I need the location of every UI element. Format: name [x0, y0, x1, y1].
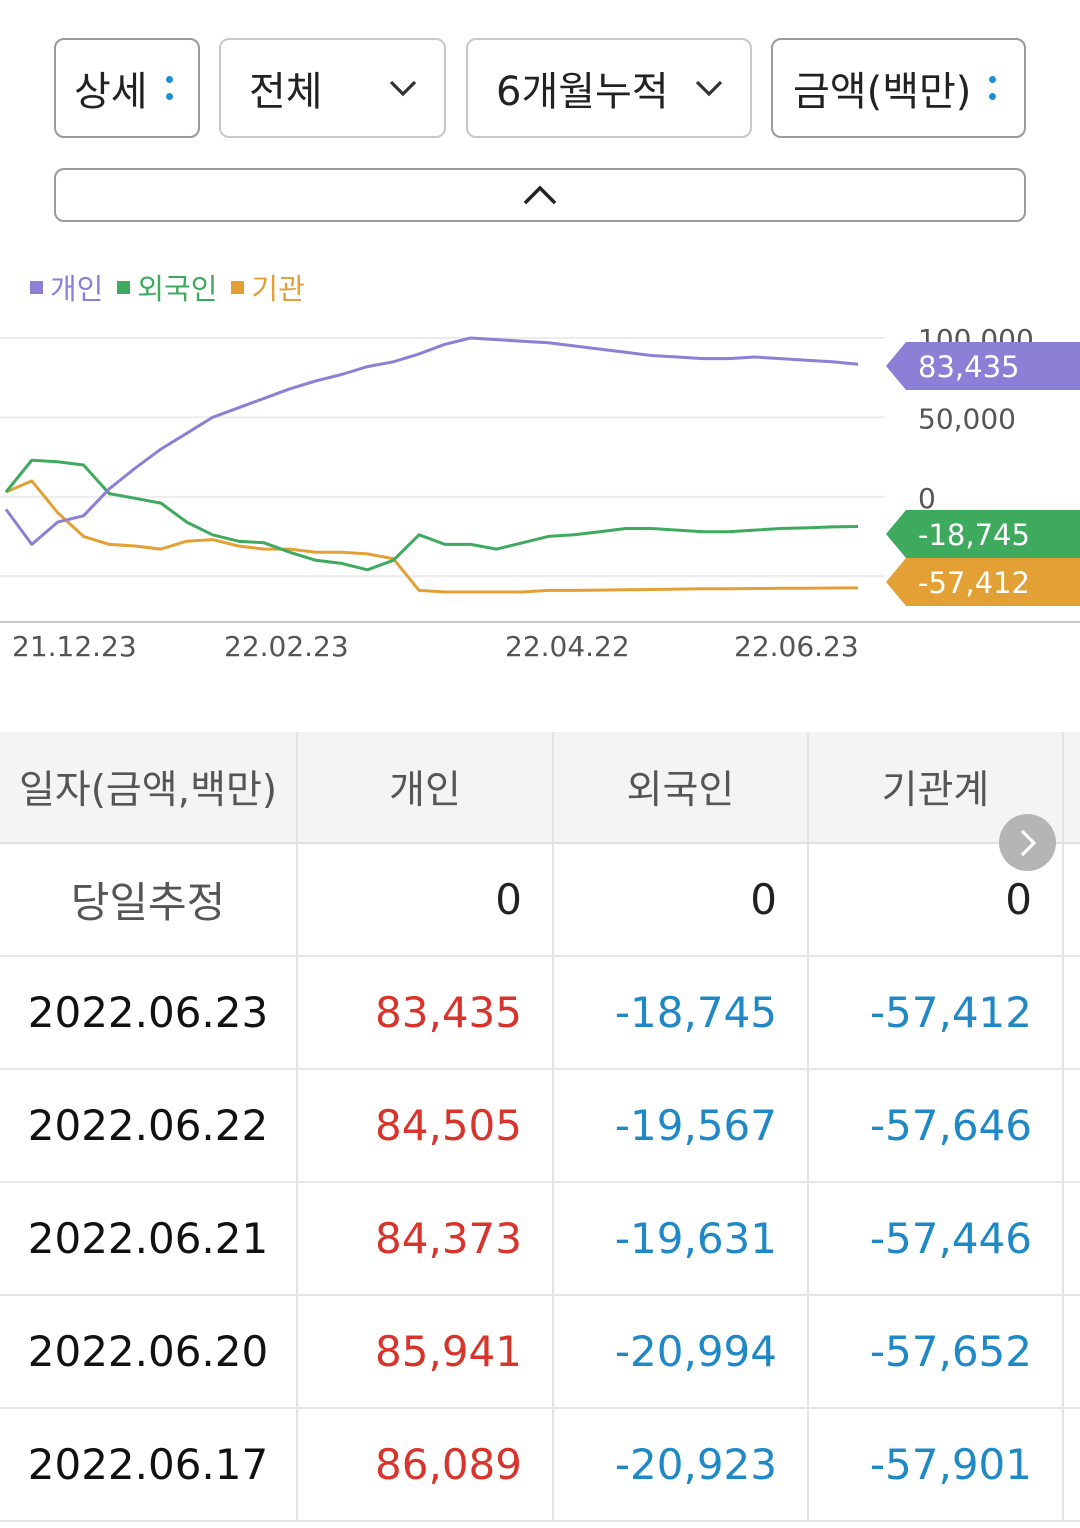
- cell-individual: 0: [298, 844, 554, 955]
- cell-overflow: [1064, 1409, 1080, 1520]
- last-value-badge: [886, 510, 1080, 558]
- legend-swatch: [231, 280, 245, 294]
- legend-swatch: [117, 280, 131, 294]
- header-individual: 개인: [298, 732, 554, 842]
- series-line-foreign: [4, 458, 859, 572]
- legend-label: 외국인: [137, 272, 218, 306]
- cell-overflow: [1064, 1183, 1080, 1294]
- cell-overflow: [1064, 844, 1080, 955]
- last-value-label: 83,435: [918, 350, 1019, 384]
- cell-date: 2022.06.20: [0, 1296, 298, 1407]
- more-vertical-icon: [989, 76, 997, 100]
- cell-date: 2022.06.22: [0, 1070, 298, 1181]
- cell-foreign: 0: [554, 844, 809, 955]
- detail-menu-label: 상세: [74, 69, 148, 115]
- legend-label: 개인: [50, 272, 104, 306]
- cell-foreign: -20,923: [554, 1409, 809, 1520]
- x-tick-label: 22.02.23: [224, 630, 349, 663]
- cell-individual: 84,373: [298, 1183, 554, 1294]
- cell-institution: -57,446: [809, 1183, 1064, 1294]
- x-tick-label: 21.12.23: [12, 630, 137, 663]
- x-tick-label: 22.06.23: [734, 630, 859, 663]
- scope-dropdown-label: 전체: [249, 69, 323, 115]
- cell-date: 2022.06.23: [0, 957, 298, 1068]
- chart-legend: 개인 외국인 기관: [30, 266, 305, 308]
- x-tick-label: 22.04.22: [505, 630, 630, 663]
- cell-foreign: -20,994: [554, 1296, 809, 1407]
- cell-individual: 84,505: [298, 1070, 554, 1181]
- last-value-label: -57,412: [918, 566, 1030, 600]
- table-row: 2022.06.20 85,941 -20,994 -57,652: [0, 1296, 1080, 1409]
- cell-institution: -57,652: [809, 1296, 1064, 1407]
- series-line-institution: [5, 479, 859, 594]
- unit-menu-label: 금액(백만): [793, 69, 972, 115]
- last-value-badge: [886, 342, 1080, 390]
- cell-overflow: [1064, 1296, 1080, 1407]
- header-overflow: [1064, 732, 1080, 842]
- more-vertical-icon: [165, 76, 173, 100]
- y-tick-label: 0: [918, 482, 936, 515]
- collapse-chart-button[interactable]: [54, 168, 1026, 222]
- cell-foreign: -19,567: [554, 1070, 809, 1181]
- cell-date: 2022.06.21: [0, 1183, 298, 1294]
- cell-overflow: [1064, 1070, 1080, 1181]
- last-value-badge: [886, 558, 1080, 606]
- cell-foreign: -19,631: [554, 1183, 809, 1294]
- table-row: 2022.06.17 86,089 -20,923 -57,901: [0, 1409, 1080, 1522]
- legend-item-individual: 개인: [30, 266, 103, 308]
- detail-menu-button[interactable]: 상세: [54, 38, 200, 138]
- table-row: 2022.06.23 83,435 -18,745 -57,412: [0, 957, 1080, 1070]
- chevron-right-icon: [1020, 829, 1036, 856]
- cell-institution: -57,412: [809, 957, 1064, 1068]
- filter-bar: 상세 전체 6개월누적 금액(백만): [54, 38, 1026, 138]
- chevron-up-icon: [523, 185, 557, 205]
- cell-institution: 0: [809, 844, 1064, 955]
- chevron-down-icon: [389, 80, 417, 97]
- cell-institution: -57,646: [809, 1070, 1064, 1181]
- cell-foreign: -18,745: [554, 957, 809, 1068]
- scope-dropdown[interactable]: 전체: [219, 38, 446, 138]
- cell-institution: -57,901: [809, 1409, 1064, 1520]
- cell-date: 당일추정: [0, 844, 298, 955]
- legend-item-institution: 기관: [231, 266, 305, 308]
- legend-swatch: [30, 280, 43, 294]
- y-tick-label: 50,000: [918, 402, 1016, 435]
- cell-individual: 83,435: [298, 957, 554, 1068]
- table-row: 2022.06.21 84,373 -19,631 -57,446: [0, 1183, 1080, 1296]
- header-date: 일자(금액,백만): [0, 732, 298, 842]
- legend-item-foreign: 외국인: [117, 266, 217, 308]
- period-dropdown[interactable]: 6개월누적: [466, 38, 752, 138]
- chevron-down-icon: [695, 80, 723, 97]
- cell-individual: 86,089: [298, 1409, 554, 1520]
- header-foreign: 외국인: [554, 732, 809, 842]
- scroll-right-button[interactable]: [999, 814, 1056, 871]
- header-institution: 기관계: [809, 732, 1064, 842]
- series-line-individual: [4, 336, 859, 546]
- period-dropdown-label: 6개월누적: [496, 69, 669, 115]
- last-value-label: -18,745: [918, 518, 1030, 552]
- table-row-estimate: 당일추정 0 0 0: [0, 844, 1080, 957]
- table-row: 2022.06.22 84,505 -19,567 -57,646: [0, 1070, 1080, 1183]
- unit-menu-button[interactable]: 금액(백만): [771, 38, 1026, 138]
- cell-individual: 85,941: [298, 1296, 554, 1407]
- cell-overflow: [1064, 957, 1080, 1068]
- cell-date: 2022.06.17: [0, 1409, 298, 1520]
- legend-label: 기관: [251, 272, 305, 306]
- table-header: 일자(금액,백만) 개인 외국인 기관계: [0, 732, 1080, 844]
